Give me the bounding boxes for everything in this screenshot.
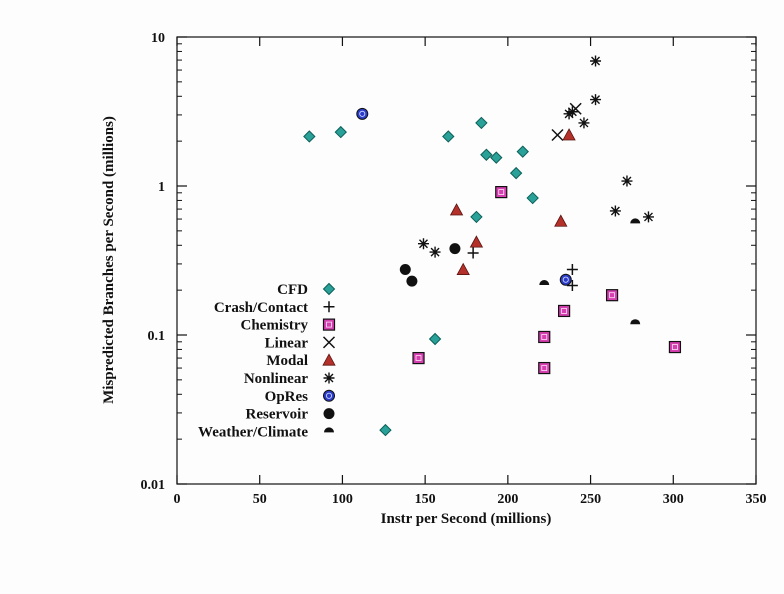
data-point-crash-contact (566, 264, 578, 276)
legend-marker (322, 318, 336, 331)
data-point-chemistry (605, 289, 619, 302)
data-point-nonlinear (563, 108, 575, 120)
legend-marker (323, 408, 335, 420)
data-point-modal (456, 262, 470, 275)
data-point-cfd (470, 210, 483, 224)
data-point-chemistry (412, 351, 425, 365)
axis-ticks: 0 50 100 150 200 250 300 350 0.01 0.1 1 10 (141, 31, 767, 507)
data-point-reservoir (449, 243, 461, 255)
data-point-cfd (475, 116, 488, 130)
legend-label: Chemistry (241, 318, 309, 334)
data-point-crash-contact (467, 247, 479, 259)
x-axis-label: Instr per Second (millions) (381, 511, 552, 527)
x-tick-label: 300 (663, 492, 684, 507)
data-points (303, 55, 682, 437)
data-point-reservoir (406, 275, 418, 287)
y-tick-label: 10 (151, 31, 165, 46)
legend-marker (323, 301, 335, 313)
legend-marker (322, 336, 336, 349)
data-point-nonlinear (566, 106, 578, 118)
y-tick-label: 0.1 (148, 329, 166, 344)
legend-label: Modal (266, 353, 308, 369)
legend-label: Linear (265, 335, 309, 351)
x-tick-label: 150 (415, 492, 436, 507)
data-point-opres (559, 273, 572, 286)
data-point-chemistry (668, 340, 682, 354)
y-tick-label: 0.01 (141, 478, 166, 493)
data-point-opres (356, 107, 369, 120)
data-point-chemistry (538, 361, 551, 375)
data-point-nonlinear (590, 55, 602, 67)
data-point-weather-climate (539, 279, 550, 285)
data-point-nonlinear (578, 117, 590, 129)
y-axis-label: Mispredicted Branches per Second (millio… (101, 116, 117, 404)
legend-label: Nonlinear (244, 371, 309, 387)
legend-marker (324, 427, 334, 433)
data-point-cfd (490, 151, 503, 164)
legend-label: Reservoir (246, 407, 309, 423)
x-tick-label: 0 (174, 492, 181, 507)
data-point-cfd (480, 148, 493, 161)
legend-label: Crash/Contact (214, 300, 308, 316)
data-point-linear (551, 128, 564, 142)
data-point-cfd (428, 332, 442, 346)
data-point-cfd (442, 130, 455, 143)
data-point-cfd (334, 125, 347, 139)
x-tick-label: 100 (332, 492, 353, 507)
legend-label: Weather/Climate (198, 424, 308, 440)
legend-marker (322, 282, 336, 296)
data-point-nonlinear (642, 211, 654, 223)
data-point-nonlinear (609, 205, 621, 217)
data-point-cfd (303, 130, 316, 143)
data-point-cfd (516, 145, 529, 158)
legend-marker (323, 389, 335, 402)
legend-marker (322, 353, 336, 366)
data-point-reservoir (399, 264, 411, 276)
legend-label: CFD (277, 282, 308, 298)
data-point-weather-climate (630, 218, 641, 224)
data-point-cfd (509, 166, 523, 180)
x-tick-label: 200 (497, 492, 518, 507)
x-tick-label: 350 (746, 492, 767, 507)
data-point-nonlinear (429, 246, 441, 258)
data-point-nonlinear (621, 175, 633, 187)
data-point-nonlinear (590, 94, 602, 106)
legend-label: OpRes (265, 389, 309, 405)
plot-frame (176, 36, 757, 485)
x-tick-label: 50 (253, 492, 267, 507)
data-point-cfd (379, 423, 392, 437)
x-tick-label: 250 (580, 492, 601, 507)
data-point-crash-contact (566, 279, 578, 291)
data-point-cfd (526, 191, 539, 205)
data-point-nonlinear (417, 238, 429, 250)
data-point-weather-climate (630, 319, 641, 325)
data-point-chemistry (495, 186, 508, 199)
data-point-modal (449, 203, 464, 216)
y-tick-label: 1 (158, 180, 165, 195)
data-point-modal (554, 214, 568, 227)
legend-marker (323, 372, 335, 384)
data-point-modal (469, 235, 484, 248)
data-point-modal (562, 128, 576, 141)
data-point-chemistry (538, 330, 551, 344)
data-point-chemistry (558, 304, 571, 318)
